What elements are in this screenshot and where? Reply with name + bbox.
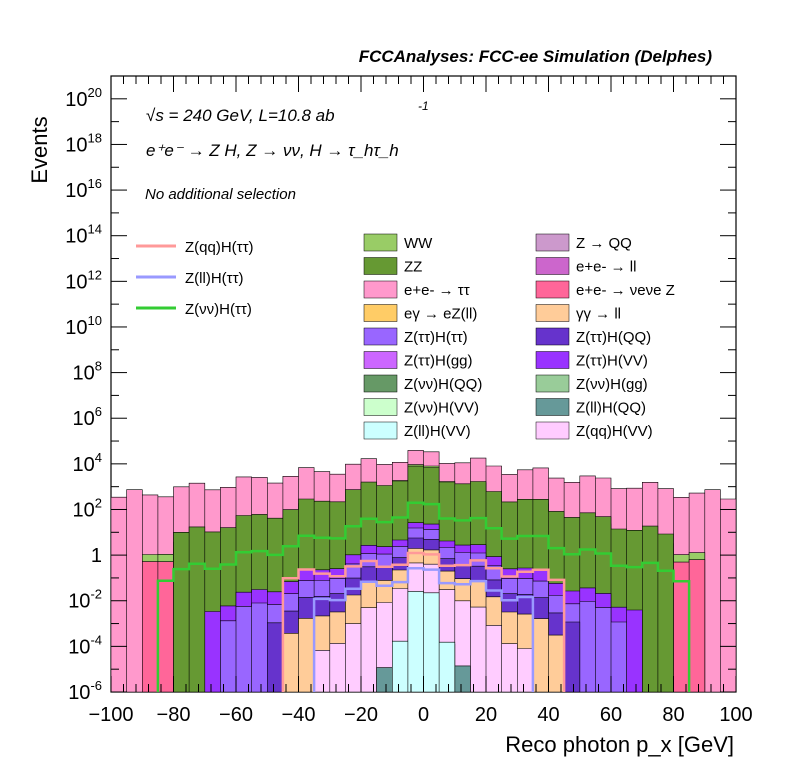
x-tick-label: 80 [662, 704, 684, 726]
legend-swatch [363, 398, 398, 416]
legend-label-signal: Z(νν)H(ττ) [185, 301, 252, 318]
legend-swatch [363, 233, 398, 252]
legend-label-background: Z(qq)H(VV) [576, 423, 653, 440]
signal-legend: Z(qq)H(ττ) Z(ll)H(ττ) Z(νν)H(ττ) [136, 239, 254, 318]
x-tick-label: −100 [88, 704, 133, 726]
legend-label-background: Z(νν)H(QQ) [404, 376, 482, 393]
legend-swatch [535, 327, 570, 346]
legend-label-background: Z(ll)H(QQ) [576, 400, 646, 417]
legend-label-background: Z → QQ [576, 235, 632, 252]
x-tick-label: −40 [282, 704, 316, 726]
x-tick-label: 0 [418, 704, 429, 726]
legend-label-background: eγ → eZ(ll) [404, 306, 477, 323]
legend-swatch [535, 374, 570, 393]
legend-label-background: Z(ττ)H(VV) [576, 353, 648, 370]
y-tick-label: 1012 [65, 267, 102, 293]
energy-annotation: √s = 240 GeV, L=10.8 ab [146, 106, 335, 125]
y-tick-label: 104 [73, 450, 102, 476]
legend-label-background: Z(νν)H(VV) [404, 400, 479, 417]
legend-swatch [535, 257, 570, 275]
legend-label-background: e+e- → ττ [404, 282, 470, 299]
legend-swatch [535, 280, 570, 299]
y-tick-label: 10-4 [68, 632, 102, 658]
y-tick-label: 1 [91, 545, 102, 567]
x-tick-label: 40 [537, 704, 559, 726]
x-tick-label: 100 [719, 704, 752, 726]
legend-label-background: γγ → ll [576, 306, 621, 323]
selection-annotation: No additional selection [145, 186, 296, 203]
legend-swatch [535, 304, 570, 322]
legend-label-background: Z(ττ)H(ττ) [404, 329, 468, 346]
y-tick-label: 1014 [65, 222, 102, 248]
legend-label-background: e+e- → νeνe Z [576, 282, 675, 299]
legend-label-background: ZZ [404, 259, 422, 276]
x-tick-label: 20 [475, 704, 497, 726]
y-tick-label: 106 [73, 404, 102, 430]
chart-title: FCCAnalyses: FCC-ee Simulation (Delphes) [359, 47, 713, 66]
legend-swatch [363, 257, 398, 275]
energy-annotation-exp: -1 [418, 99, 429, 113]
legend-label-background: Z(ll)H(VV) [404, 423, 471, 440]
legend-swatch [363, 421, 398, 440]
legend-label-background: Z(ττ)H(QQ) [576, 329, 651, 346]
legend-swatch [363, 351, 398, 369]
y-tick-label: 1018 [65, 130, 102, 156]
y-tick-label: 102 [73, 495, 102, 521]
background-stack [110, 450, 737, 693]
x-tick-label: 60 [600, 704, 622, 726]
x-tick-label: −60 [219, 704, 253, 726]
legend-label-background: e+e- → ll [576, 259, 636, 276]
x-tick-label: −80 [157, 704, 191, 726]
legend-swatch [535, 233, 570, 252]
signal-line-1 [281, 551, 566, 692]
process-annotation: e⁺e⁻ → Z H, Z → νν, H → τ_hτ_h [146, 141, 399, 160]
y-tick-label: 108 [73, 359, 102, 385]
legend-label-background: WW [404, 235, 433, 252]
y-tick-label: 1020 [65, 85, 102, 111]
legend-label-background: Z(νν)H(gg) [576, 376, 648, 393]
axis-ticks: −100 −80 −60 −40 −20 0 20 40 60 80 100 10-6 10-4 10-2… [65, 75, 753, 726]
signal-line-2 [312, 566, 535, 692]
legend-swatch [363, 327, 398, 346]
y-tick-label: 10-6 [68, 678, 102, 704]
legend-label-signal: Z(ll)H(ττ) [185, 270, 244, 287]
stack-z-ll-h-vv- [392, 591, 456, 693]
y-tick-label: 1010 [65, 313, 102, 339]
y-axis-label: Events [27, 116, 52, 183]
legend-swatch [535, 351, 570, 369]
legend-swatch [363, 304, 398, 322]
y-tick-label: 10-2 [68, 587, 102, 613]
x-axis-label: Reco photon p_x [GeV] [505, 732, 734, 757]
legend-swatch [363, 374, 398, 393]
x-tick-label: −20 [344, 704, 378, 726]
legend-swatch [363, 280, 398, 299]
legend-swatch [535, 398, 570, 416]
legend-swatch [535, 421, 570, 440]
y-tick-label: 1016 [65, 176, 102, 202]
legend-label-background: Z(ττ)H(gg) [404, 353, 473, 370]
signal-lines [156, 501, 691, 692]
signal-line-0 [156, 501, 691, 692]
background-legend: WW ZZ e+e- → ττ eγ → eZ(ll) Z(ττ)H(ττ) Z(ττ)H… [363, 233, 675, 440]
legend-label-signal: Z(qq)H(ττ) [185, 239, 254, 256]
